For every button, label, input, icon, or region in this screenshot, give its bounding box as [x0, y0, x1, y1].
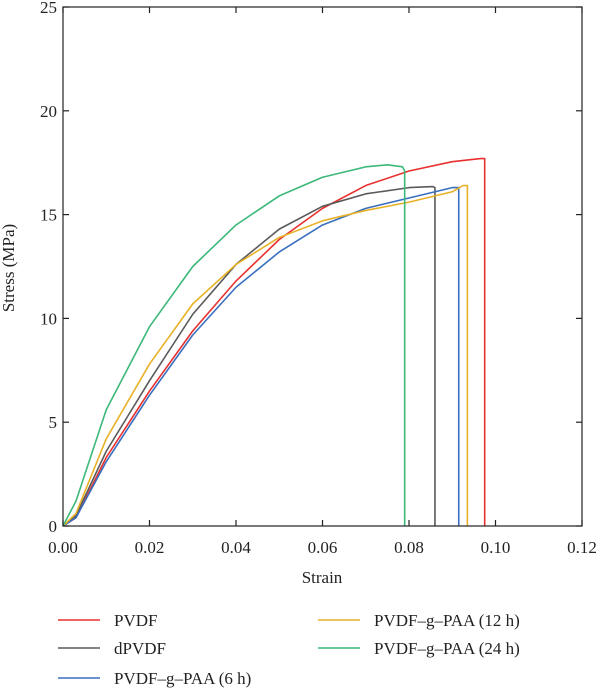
plot-area	[62, 157, 486, 527]
y-tick-label: 5	[49, 413, 58, 432]
y-tick-label: 20	[40, 102, 57, 121]
legend-item-0: PVDF	[58, 611, 157, 630]
axes: 0.00 0.02 0.04 0.06 0.08 0.10 0.12 0 5 10 15 20 25	[40, 0, 597, 557]
legend-item-4: PVDF–g–PAA (24 h)	[318, 639, 520, 658]
y-tick-label: 0	[49, 517, 58, 536]
legend-item-2: PVDF–g–PAA (6 h)	[58, 669, 251, 688]
series-line-0	[62, 157, 486, 527]
legend-label: PVDF–g–PAA (12 h)	[374, 611, 520, 630]
legend-label: dPVDF	[114, 639, 166, 658]
y-tick-label: 10	[40, 309, 57, 328]
legend-label: PVDF–g–PAA (6 h)	[114, 669, 251, 688]
y-axis-title: Stress (MPa)	[0, 224, 18, 312]
y-tick-label: 15	[40, 206, 57, 225]
x-tick-label: 0.00	[48, 538, 78, 557]
x-axis-title: Strain	[302, 568, 343, 587]
legend-item-3: PVDF–g–PAA (12 h)	[318, 611, 520, 630]
x-tick-label: 0.08	[394, 538, 424, 557]
series-line-1	[62, 185, 436, 527]
x-tick-label: 0.02	[135, 538, 165, 557]
series-line-2	[62, 186, 460, 527]
legend-label: PVDF	[114, 611, 157, 630]
series-line-3	[62, 184, 469, 527]
legend: PVDF dPVDF PVDF–g–PAA (6 h) PVDF–g–PAA (12 …	[58, 611, 520, 688]
x-tick-label: 0.04	[221, 538, 251, 557]
plot-frame	[62, 6, 583, 527]
x-tick-label: 0.10	[481, 538, 511, 557]
series-line-4	[62, 163, 406, 527]
legend-label: PVDF–g–PAA (24 h)	[374, 639, 520, 658]
x-tick-label: 0.12	[567, 538, 597, 557]
y-tick-label: 25	[40, 0, 57, 17]
legend-item-1: dPVDF	[58, 639, 166, 658]
x-tick-label: 0.06	[308, 538, 338, 557]
